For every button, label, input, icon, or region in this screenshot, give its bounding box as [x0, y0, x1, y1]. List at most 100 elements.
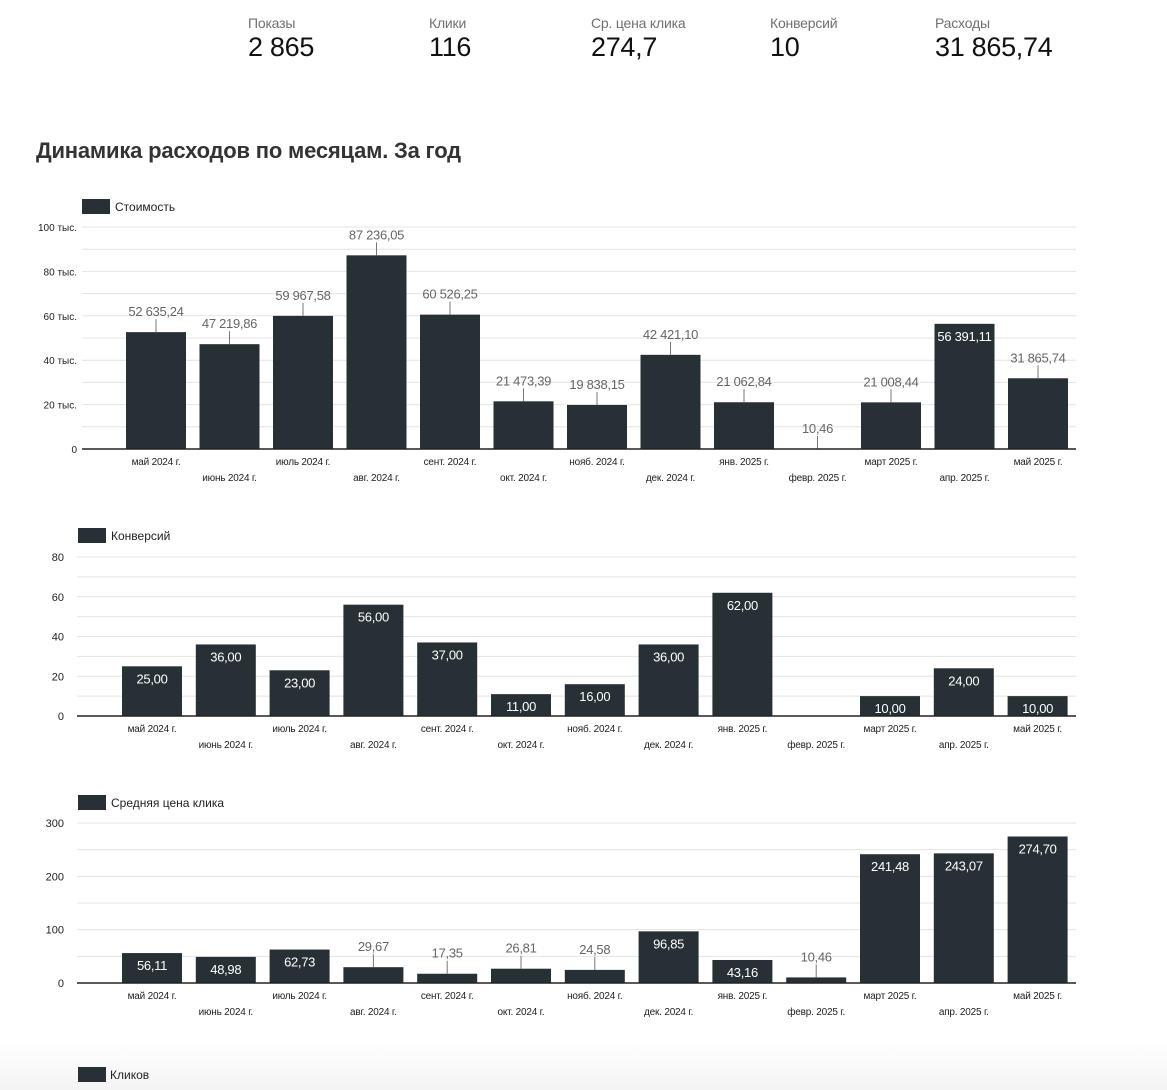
- bar: [269, 670, 330, 716]
- x-tick-label: апр. 2025 г.: [939, 1007, 989, 1018]
- y-tick-label: 20: [52, 671, 64, 683]
- legend-label: Кликов: [110, 1067, 150, 1082]
- bar: [638, 644, 699, 716]
- bar: [1008, 378, 1068, 449]
- x-tick-label: март 2025 г.: [865, 457, 918, 468]
- kpi-clicks: Клики 116: [429, 14, 471, 62]
- bar: [567, 404, 627, 449]
- data-label: 31 865,74: [1010, 350, 1065, 365]
- bar: [126, 332, 186, 449]
- x-tick-label: нояб. 2024 г.: [567, 990, 622, 1002]
- data-label: 59 967,58: [275, 288, 330, 303]
- y-tick-label: 60 тыс.: [44, 312, 77, 323]
- x-tick-label: окт. 2024 г.: [500, 473, 547, 484]
- x-tick-label: авг. 2024 г.: [350, 1007, 397, 1018]
- x-tick-label: апр. 2025 г.: [939, 740, 989, 751]
- x-tick-label: апр. 2025 г.: [940, 473, 990, 484]
- bar: [346, 255, 407, 449]
- bar: [860, 696, 920, 716]
- x-tick-label: июнь 2024 г.: [202, 473, 256, 484]
- y-tick-label: 20 тыс.: [44, 401, 77, 412]
- data-label: 52 635,24: [128, 304, 183, 319]
- legend-swatch: [82, 199, 110, 214]
- data-label: 96,85: [653, 936, 684, 951]
- kpi-value: 116: [429, 32, 472, 62]
- legend-swatch: [78, 1067, 106, 1082]
- page-title: Динамика расходов по месяцам. За год: [36, 138, 461, 163]
- x-tick-label: окт. 2024 г.: [498, 740, 545, 751]
- kpi-avg-click-price: Ср. цена клика 274,7: [591, 14, 686, 62]
- bar: [1007, 836, 1068, 983]
- x-tick-label: янв. 2025 г.: [718, 724, 768, 735]
- data-label: 274,70: [1019, 841, 1057, 856]
- data-label: 48,98: [210, 962, 241, 977]
- conversions-chart: Конверсий 0 20 40 60 80 25,00 май 2024 г. 36,00 и…: [52, 528, 1076, 751]
- bar: [564, 684, 625, 716]
- x-tick-label: май 2024 г.: [132, 457, 181, 468]
- bar: [491, 694, 551, 716]
- clicks-chart-legend: Кликов: [78, 1067, 149, 1082]
- kpi-label: Показы: [248, 15, 296, 31]
- data-label: 21 008,44: [863, 374, 918, 389]
- x-tick-label: окт. 2024 г.: [498, 1007, 545, 1018]
- data-label: 37,00: [432, 647, 463, 662]
- avg-click-price-chart: Средняя цена клика 0 100 200 300 56,11 май 202…: [46, 795, 1076, 1018]
- bar: [343, 967, 404, 983]
- kpi-value: 2 865: [248, 32, 315, 62]
- kpi-impressions: Показы 2 865: [248, 14, 314, 62]
- y-tick-label: 0: [71, 445, 77, 456]
- x-tick-label: май 2025 г.: [1014, 457, 1063, 468]
- data-label: 36,00: [210, 649, 241, 664]
- y-tick-label: 80: [52, 552, 64, 564]
- bar: [933, 668, 994, 716]
- data-label: 36,00: [653, 649, 684, 664]
- kpi-value: 274,7: [591, 32, 658, 62]
- kpi-expenses: Расходы 31 865,74: [935, 14, 1053, 62]
- bar: [640, 354, 701, 449]
- x-tick-label: июль 2024 г.: [272, 991, 327, 1002]
- x-tick-label: июль 2024 г.: [276, 457, 331, 468]
- data-label: 16,00: [579, 689, 610, 704]
- x-tick-label: февр. 2025 г.: [787, 739, 845, 751]
- bar: [269, 949, 330, 983]
- bar: [195, 644, 256, 716]
- bar: [934, 323, 995, 449]
- x-tick-label: июль 2024 г.: [272, 724, 327, 735]
- bar: [712, 592, 773, 716]
- y-tick-label: 60: [52, 592, 64, 604]
- y-tick-label: 100 тыс.: [38, 223, 77, 234]
- kpi-label: Клики: [429, 15, 467, 31]
- kpi-label: Конверсий: [770, 15, 838, 31]
- data-label: 11,00: [506, 699, 536, 714]
- bar: [417, 642, 478, 716]
- kpi-value: 31 865,74: [935, 32, 1053, 62]
- x-tick-label: янв. 2025 г.: [719, 457, 769, 468]
- x-tick-label: май 2024 г.: [128, 991, 177, 1002]
- data-label: 23,00: [284, 675, 315, 690]
- x-tick-label: май 2025 г.: [1013, 724, 1062, 735]
- x-tick-label: февр. 2025 г.: [789, 472, 847, 484]
- x-tick-label: дек. 2024 г.: [646, 473, 695, 484]
- x-tick-label: авг. 2024 г.: [350, 740, 397, 751]
- data-label: 56 391,11: [937, 329, 991, 344]
- bar: [860, 854, 920, 983]
- x-tick-label: июнь 2024 г.: [199, 1007, 253, 1018]
- y-tick-label: 40: [52, 632, 64, 644]
- x-tick-label: нояб. 2024 г.: [569, 456, 624, 468]
- x-tick-label: дек. 2024 г.: [644, 740, 693, 751]
- x-tick-label: сент. 2024 г.: [421, 991, 474, 1002]
- x-tick-label: май 2024 г.: [128, 724, 177, 735]
- bar: [493, 401, 554, 449]
- x-tick-label: март 2025 г.: [864, 991, 917, 1002]
- bar: [1007, 696, 1068, 716]
- data-label: 243,07: [945, 858, 983, 873]
- legend-swatch: [78, 528, 106, 543]
- y-tick-label: 200: [46, 871, 64, 883]
- kpi-value: 10: [770, 32, 800, 62]
- x-tick-label: сент. 2024 г.: [421, 724, 474, 735]
- bar: [199, 344, 260, 449]
- data-label: 10,46: [801, 949, 832, 964]
- data-label: 24,58: [579, 942, 610, 957]
- x-tick-label: янв. 2025 г.: [718, 991, 768, 1002]
- y-tick-label: 0: [58, 978, 64, 990]
